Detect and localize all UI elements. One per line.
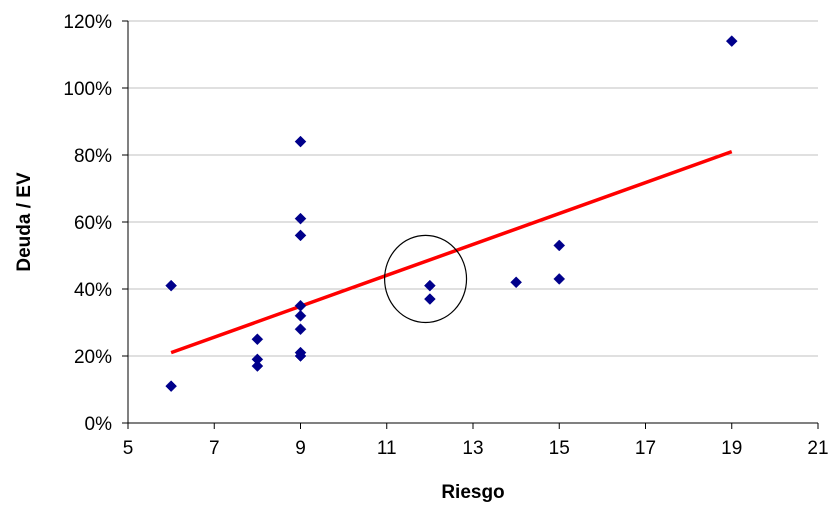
x-tick-label: 21 bbox=[807, 438, 828, 459]
annotation-circle bbox=[383, 234, 468, 324]
annotation-layer bbox=[383, 234, 468, 324]
x-tick-label: 15 bbox=[549, 438, 570, 459]
y-tick-label: 40% bbox=[74, 280, 112, 301]
data-point bbox=[294, 323, 307, 336]
x-tick-label: 17 bbox=[635, 438, 656, 459]
data-points bbox=[165, 35, 738, 393]
x-tick-label: 11 bbox=[377, 438, 397, 459]
data-point bbox=[553, 273, 566, 285]
data-point bbox=[294, 135, 307, 148]
x-tick-label: 7 bbox=[209, 438, 220, 459]
data-point bbox=[553, 239, 566, 252]
trendline bbox=[170, 150, 733, 355]
x-axis-title: Riesgo bbox=[441, 482, 504, 503]
data-point bbox=[725, 35, 738, 47]
y-tick-label: 0% bbox=[85, 414, 113, 435]
gridlines bbox=[128, 20, 818, 357]
x-tick-label: 19 bbox=[721, 438, 742, 459]
data-point bbox=[424, 279, 436, 292]
y-tick-label: 100% bbox=[63, 79, 112, 100]
data-point bbox=[251, 333, 264, 346]
y-tick-labels: 0% 20% 40% 60% 80% 100% 120% bbox=[63, 12, 112, 435]
x-tick-label: 13 bbox=[462, 438, 483, 459]
data-point bbox=[510, 276, 522, 289]
data-point bbox=[294, 229, 307, 242]
y-tick-label: 120% bbox=[63, 12, 112, 33]
data-point bbox=[251, 360, 264, 372]
data-point bbox=[165, 279, 177, 292]
y-tick-label: 60% bbox=[74, 213, 112, 234]
x-tick-labels: 5 7 9 11 13 15 17 19 21 bbox=[123, 438, 829, 459]
data-point bbox=[294, 309, 307, 322]
data-point bbox=[294, 212, 307, 225]
data-point bbox=[294, 299, 307, 312]
x-tick-label: 5 bbox=[123, 438, 134, 459]
axes bbox=[122, 20, 819, 429]
data-point bbox=[424, 293, 436, 305]
y-tick-label: 80% bbox=[74, 146, 112, 167]
trendline-layer bbox=[170, 150, 733, 355]
y-axis-title: Deuda / EV bbox=[14, 172, 35, 272]
data-point bbox=[165, 380, 177, 393]
y-tick-label: 20% bbox=[74, 347, 112, 368]
x-tick-label: 9 bbox=[295, 438, 306, 459]
data-point bbox=[294, 350, 307, 362]
